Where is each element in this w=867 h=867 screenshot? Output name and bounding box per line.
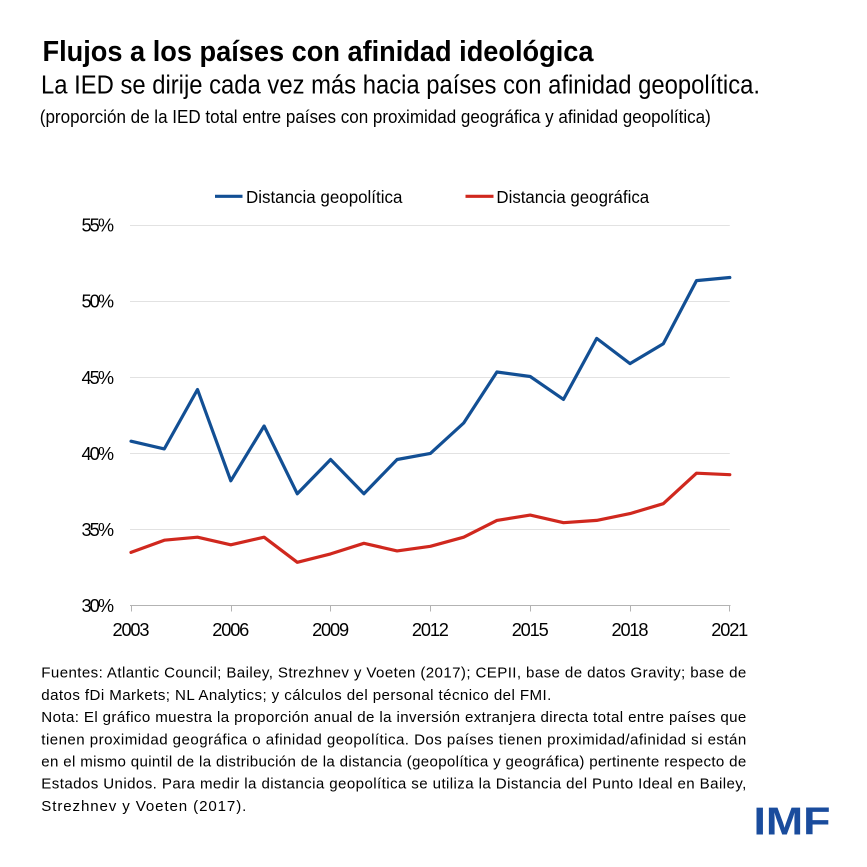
svg-text:2012: 2012 bbox=[412, 620, 449, 640]
svg-text:2006: 2006 bbox=[212, 620, 249, 640]
svg-text:Flujos a los países con afinid: Flujos a los países con afinidad ideológ… bbox=[43, 36, 595, 68]
svg-text:2009: 2009 bbox=[312, 620, 349, 640]
svg-text:Nota: El gráfico muestra la pr: Nota: El gráfico muestra la proporción a… bbox=[41, 709, 746, 726]
svg-text:40%: 40% bbox=[82, 444, 115, 464]
svg-text:55%: 55% bbox=[82, 216, 115, 236]
svg-text:Estados Unidos. Para medir la: Estados Unidos. Para medir la distancia … bbox=[41, 776, 746, 793]
svg-text:datos fDi Markets; NL Analytic: datos fDi Markets; NL Analytics; y cálcu… bbox=[41, 687, 551, 704]
svg-text:tienen proximidad geográfica o: tienen proximidad geográfica o afinidad … bbox=[41, 731, 746, 748]
svg-text:30%: 30% bbox=[82, 596, 115, 616]
svg-text:Fuentes: Atlantic Council; Bai: Fuentes: Atlantic Council; Bailey, Strez… bbox=[41, 665, 746, 682]
svg-text:Distancia geopolítica: Distancia geopolítica bbox=[246, 187, 403, 207]
svg-text:La IED se dirije cada vez más: La IED se dirije cada vez más hacia país… bbox=[41, 72, 760, 100]
svg-text:35%: 35% bbox=[82, 520, 115, 540]
svg-text:2021: 2021 bbox=[711, 620, 748, 640]
svg-text:45%: 45% bbox=[82, 368, 115, 388]
svg-text:2015: 2015 bbox=[512, 620, 549, 640]
svg-text:50%: 50% bbox=[82, 292, 115, 312]
svg-text:2018: 2018 bbox=[612, 620, 649, 640]
svg-text:en el mismo quintil de la dist: en el mismo quintil de la distribución d… bbox=[41, 754, 746, 771]
svg-text:Distancia geográfica: Distancia geográfica bbox=[496, 187, 649, 207]
svg-text:IMF: IMF bbox=[754, 801, 831, 844]
svg-text:Strezhnev y Voeten (2017).: Strezhnev y Voeten (2017). bbox=[41, 798, 246, 815]
svg-text:2003: 2003 bbox=[113, 620, 150, 640]
svg-text:(proporción de la IED total en: (proporción de la IED total entre países… bbox=[40, 107, 711, 127]
